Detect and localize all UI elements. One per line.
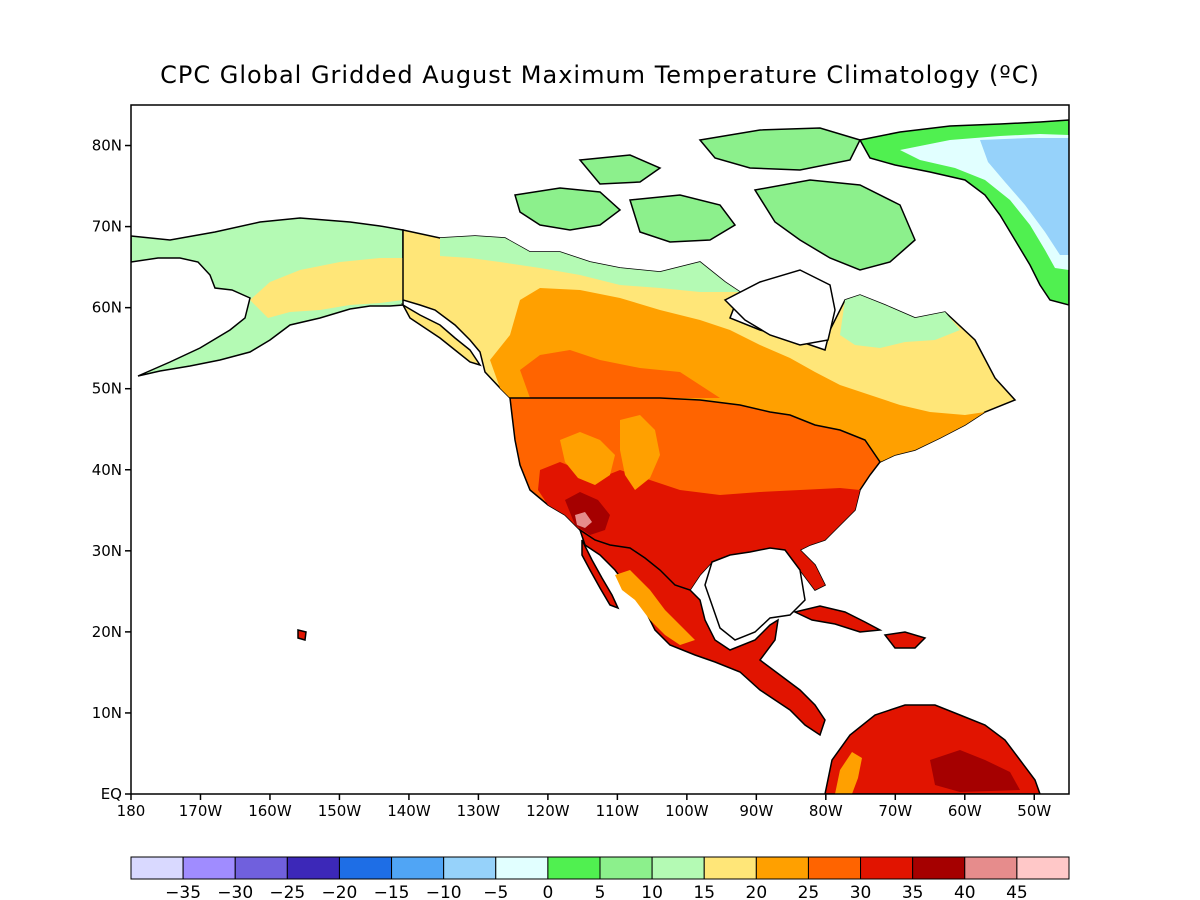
lat-tick-label: 40N [92, 461, 122, 479]
colorbar-label: 40 [954, 883, 976, 900]
lon-tick-label: 160W [248, 802, 292, 820]
lon-tick-label: 80W [809, 802, 843, 820]
colorbar-label: −25 [269, 883, 305, 900]
longitude-axis: 180 170W 160W 150W 140W 130W 120W 110W 100W 90W 80… [117, 794, 1051, 820]
latitude-axis: 80N 70N 60N 50N 40N 30N 20N 10N EQ [92, 137, 131, 803]
lat-tick-label: 60N [92, 299, 122, 317]
land-hispaniola [883, 631, 927, 649]
colorbar-swatch [807, 856, 862, 880]
water-hudson-bay [723, 269, 836, 346]
colorbar-label: 15 [693, 883, 715, 900]
lat-tick-label: EQ [101, 785, 122, 803]
land-hawaii [297, 629, 307, 641]
land-alaska-panhandle [401, 302, 482, 367]
colorbar-label: 35 [902, 883, 924, 900]
colorbar: −35 −30 −25 −20 −15 −10 −5 0 5 10 15 20 25 30 35 40 45 [130, 856, 1070, 900]
colorbar-swatch [703, 856, 757, 880]
colorbar-label: 5 [595, 883, 606, 900]
lat-tick-label: 70N [92, 218, 122, 236]
colorbar-swatch [755, 856, 809, 880]
land-rockies-cool [620, 415, 660, 490]
colorbar-label: −5 [483, 883, 508, 900]
lat-tick-label: 30N [92, 542, 122, 560]
lat-tick-label: 50N [92, 380, 122, 398]
colorbar-label: −20 [321, 883, 357, 900]
land-alaska-interior [250, 258, 403, 318]
land-arctic-island-4 [578, 154, 662, 185]
colorbar-label: 45 [1006, 883, 1028, 900]
lon-tick-label: 150W [318, 802, 362, 820]
colorbar-swatch [495, 856, 549, 880]
land-canada-orange [490, 288, 985, 462]
colorbar-label: 0 [542, 883, 553, 900]
colorbar-label: 25 [798, 883, 820, 900]
temperature-field [131, 119, 1069, 794]
land-canada-north-green [440, 236, 740, 292]
lon-tick-label: 70W [878, 802, 912, 820]
colorbar-swatch [182, 856, 236, 880]
colorbar-swatch [964, 856, 1018, 880]
land-quebec-green [840, 295, 960, 348]
land-mexico-plateau [615, 570, 695, 645]
land-desert-sw-hottest [565, 492, 610, 535]
lat-tick-label: 80N [92, 137, 122, 155]
map-area [130, 104, 1070, 795]
colorbar-swatch [338, 856, 393, 880]
colorbar-label: 30 [850, 883, 872, 900]
land-arctic-island-2 [629, 194, 737, 243]
map-frame [130, 104, 1070, 795]
lon-tick-label: 140W [387, 802, 431, 820]
colorbar-swatch [912, 856, 966, 880]
lon-tick-label: 50W [1017, 802, 1051, 820]
land-arctic-island-1 [514, 187, 622, 231]
land-canada-deep-orange [520, 350, 720, 398]
lon-tick-label: 170W [179, 802, 223, 820]
lon-tick-label: 110W [596, 802, 640, 820]
land-baffin-island [753, 179, 916, 271]
colorbar-swatch [651, 856, 705, 880]
land-nevada-cool [560, 432, 615, 485]
colorbar-swatch [286, 856, 340, 880]
land-conus-hot-south [538, 462, 860, 590]
land-venezuela-hot [930, 750, 1020, 792]
lon-tick-label: 60W [948, 802, 982, 820]
colorbar-label: −30 [217, 883, 253, 900]
lon-tick-label: 120W [526, 802, 570, 820]
colorbar-swatch [443, 856, 497, 880]
colorbar-swatch [547, 856, 601, 880]
colorbar-label: 20 [746, 883, 768, 900]
colorbar-label: −10 [426, 883, 462, 900]
land-baja [581, 539, 620, 610]
water-gulf-of-mexico [704, 547, 806, 641]
lon-tick-label: 180 [117, 802, 146, 820]
land-greenland-ice-cold [980, 138, 1069, 255]
lat-tick-label: 20N [92, 623, 122, 641]
colorbar-label: −15 [374, 883, 410, 900]
colorbar-label: 10 [641, 883, 663, 900]
colorbar-swatch [599, 856, 653, 880]
colorbar-swatch [130, 856, 184, 880]
lon-tick-label: 100W [665, 802, 709, 820]
land-arctic-island-3 [698, 127, 862, 171]
land-death-valley [575, 512, 592, 528]
colorbar-label: −35 [165, 883, 201, 900]
colorbar-swatch [860, 856, 914, 880]
lon-tick-label: 90W [739, 802, 773, 820]
land-cuba [792, 605, 883, 633]
colorbar-swatch [1016, 856, 1070, 880]
lat-tick-label: 10N [92, 704, 122, 722]
colorbar-swatch [391, 856, 445, 880]
colorbar-swatch [234, 856, 288, 880]
lon-tick-label: 130W [457, 802, 501, 820]
land-andes-cool [835, 752, 862, 794]
map-title: CPC Global Gridded August Maximum Temper… [160, 61, 1040, 89]
